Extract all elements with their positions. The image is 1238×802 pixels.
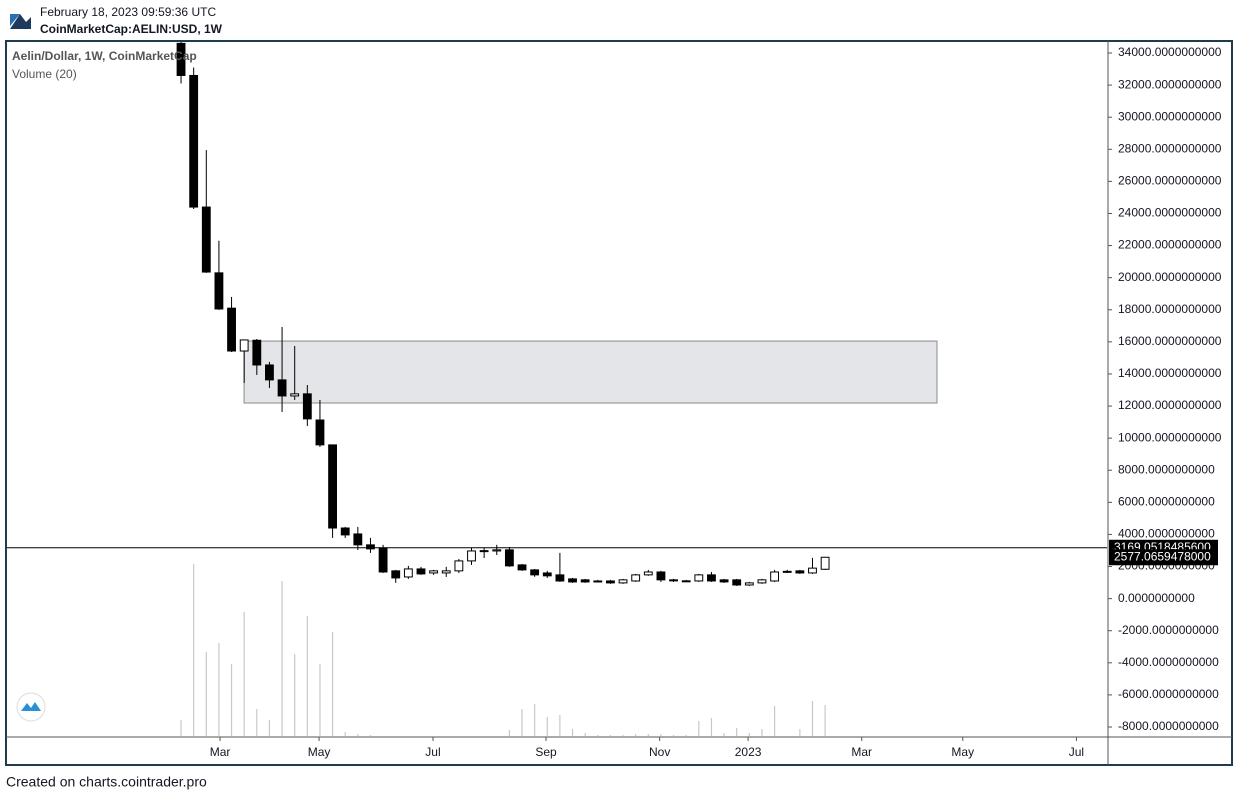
candle-body bbox=[593, 580, 603, 583]
chart-title: Aelin/Dollar, 1W, CoinMarketCap bbox=[12, 49, 197, 63]
candle-body bbox=[719, 579, 729, 583]
candle-body bbox=[631, 574, 641, 582]
candle-body bbox=[770, 571, 780, 582]
x-tick-label: Nov bbox=[649, 745, 670, 759]
y-tick-label: -2000.0000000000 bbox=[1118, 623, 1219, 637]
candle-body bbox=[643, 571, 653, 576]
candle-body bbox=[820, 556, 830, 570]
candle-body bbox=[403, 568, 413, 578]
y-tick-label: 18000.0000000000 bbox=[1118, 302, 1222, 316]
logo bbox=[10, 10, 31, 29]
y-tick-label: 30000.0000000000 bbox=[1118, 109, 1222, 123]
candle-body bbox=[656, 571, 666, 581]
candle-body bbox=[744, 582, 754, 586]
y-tick-label: 10000.0000000000 bbox=[1118, 430, 1222, 444]
candle-body bbox=[580, 579, 590, 583]
x-tick-label: Mar bbox=[851, 745, 872, 759]
price-label-bg bbox=[1109, 549, 1218, 566]
y-tick-label: -6000.0000000000 bbox=[1118, 687, 1219, 701]
candle-body bbox=[707, 574, 716, 582]
candle-body bbox=[378, 547, 388, 573]
y-tick-label: 14000.0000000000 bbox=[1118, 366, 1222, 380]
candle-body bbox=[504, 549, 514, 567]
candle-body bbox=[176, 42, 186, 76]
y-tick-label: -4000.0000000000 bbox=[1118, 655, 1219, 669]
candle-body bbox=[542, 572, 552, 577]
y-tick-label: 32000.0000000000 bbox=[1118, 77, 1222, 91]
timestamp: February 18, 2023 09:59:36 UTC bbox=[40, 5, 216, 19]
candle-body bbox=[795, 570, 805, 574]
candle-body bbox=[555, 574, 565, 582]
candle-body bbox=[201, 206, 211, 273]
watermark-logo bbox=[16, 692, 46, 722]
x-tick-label: Jul bbox=[1069, 745, 1084, 759]
y-tick-label: 20000.0000000000 bbox=[1118, 270, 1222, 284]
candle-body bbox=[681, 580, 691, 583]
candle-body bbox=[732, 579, 742, 586]
candle-body bbox=[694, 574, 704, 582]
candle-body bbox=[606, 580, 615, 584]
y-tick-label: 12000.0000000000 bbox=[1118, 398, 1222, 412]
candle-body bbox=[391, 570, 401, 579]
y-tick-label: 6000.0000000000 bbox=[1118, 495, 1215, 509]
zone-box bbox=[243, 340, 938, 404]
volume-legend: Volume (20) bbox=[12, 67, 77, 81]
footer: Created on charts.cointrader.pro bbox=[6, 774, 207, 790]
x-tick-label: Sep bbox=[535, 745, 557, 759]
candle-body bbox=[252, 339, 262, 366]
candle-body bbox=[568, 578, 577, 583]
candle-body bbox=[530, 569, 540, 576]
candle-body bbox=[454, 560, 464, 572]
candle-body bbox=[467, 550, 476, 562]
y-tick-label: -8000.0000000000 bbox=[1118, 719, 1219, 733]
candle-body bbox=[239, 339, 249, 352]
candle-body bbox=[353, 533, 363, 546]
candle-body bbox=[782, 570, 792, 573]
y-tick-label: 22000.0000000000 bbox=[1118, 238, 1222, 252]
x-tick-label: May bbox=[951, 745, 974, 759]
y-tick-label: 0.0000000000 bbox=[1118, 591, 1195, 605]
axes: 34000.0000000000 32000.0000000000 30000.00… bbox=[210, 45, 1222, 759]
candle-body bbox=[429, 570, 439, 574]
candle-body bbox=[618, 579, 628, 584]
x-tick-label: May bbox=[308, 745, 331, 759]
candle-body bbox=[302, 393, 312, 420]
candle-body bbox=[669, 579, 678, 582]
x-tick-label: Jul bbox=[425, 745, 440, 759]
candle-body bbox=[416, 568, 426, 575]
symbol: CoinMarketCap:AELIN:USD, 1W bbox=[40, 22, 223, 36]
y-tick-label: 28000.0000000000 bbox=[1118, 141, 1222, 155]
candle-body bbox=[328, 444, 337, 529]
y-tick-label: 8000.0000000000 bbox=[1118, 462, 1215, 476]
candle-body bbox=[277, 379, 287, 397]
price-label: 2577.0659478000 bbox=[1114, 549, 1211, 563]
candle-body bbox=[315, 419, 325, 446]
candle-body bbox=[265, 364, 274, 381]
candle-body bbox=[517, 564, 527, 571]
x-tick-label: 2023 bbox=[735, 745, 762, 759]
candle-body bbox=[441, 570, 451, 574]
candle-body bbox=[808, 567, 817, 574]
x-tick-label: Mar bbox=[210, 745, 231, 759]
y-tick-label: 26000.0000000000 bbox=[1118, 174, 1222, 188]
candle-body bbox=[757, 579, 767, 584]
candle-body bbox=[340, 527, 350, 536]
candle-body bbox=[227, 307, 236, 352]
y-tick-label: 16000.0000000000 bbox=[1118, 334, 1222, 348]
plot bbox=[7, 42, 1107, 736]
y-tick-label: 4000.0000000000 bbox=[1118, 527, 1215, 541]
candle-body bbox=[366, 544, 375, 550]
candle-body bbox=[492, 549, 502, 552]
candle-body bbox=[189, 74, 199, 208]
candle-body bbox=[479, 550, 489, 553]
y-tick-label: 24000.0000000000 bbox=[1118, 206, 1222, 220]
candle-body bbox=[290, 393, 300, 397]
y-tick-label: 34000.0000000000 bbox=[1118, 45, 1222, 59]
candle-body bbox=[214, 272, 224, 310]
